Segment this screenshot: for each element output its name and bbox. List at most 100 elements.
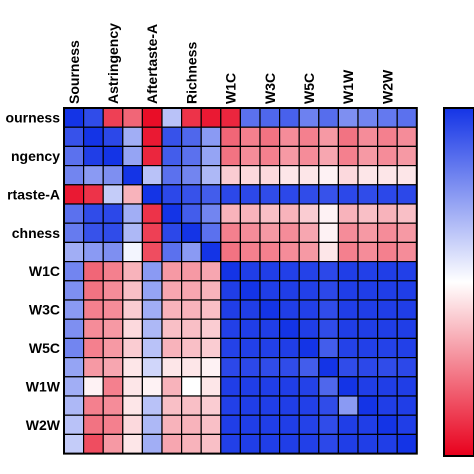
heatmap-cell xyxy=(377,299,398,320)
heatmap-cell xyxy=(220,280,242,301)
heatmap-cell xyxy=(161,280,183,301)
heatmap-cell xyxy=(279,280,300,301)
heatmap-cell xyxy=(396,395,418,416)
heatmap-cell xyxy=(377,261,398,282)
heatmap-cell xyxy=(377,241,398,263)
heatmap-cell xyxy=(377,414,398,436)
heatmap-cell xyxy=(377,184,398,205)
heatmap-cell xyxy=(259,395,281,416)
heatmap-cell xyxy=(200,299,222,320)
y-tick-label: W5C xyxy=(29,340,60,356)
heatmap-cell xyxy=(82,357,104,378)
heatmap-cell xyxy=(239,184,261,205)
heatmap-cell xyxy=(141,145,163,167)
heatmap-cell xyxy=(200,203,222,224)
heatmap-cell xyxy=(181,222,202,243)
heatmap-cell xyxy=(63,222,85,243)
y-tick-label: rtaste-A xyxy=(7,186,60,202)
heatmap-cell xyxy=(82,203,104,224)
heatmap-cell xyxy=(357,184,379,205)
heatmap-cell xyxy=(181,203,202,224)
heatmap-cell xyxy=(122,145,144,167)
heatmap-cell xyxy=(259,107,281,128)
heatmap-cell xyxy=(396,107,418,128)
heatmap-cell xyxy=(239,299,261,320)
heatmap-cell xyxy=(318,318,339,340)
heatmap-cell xyxy=(181,280,202,301)
x-tick-label: W5C xyxy=(301,73,317,104)
heatmap-cell xyxy=(200,165,222,186)
heatmap-cell xyxy=(82,107,104,128)
heatmap-cell xyxy=(220,222,242,243)
heatmap-cell xyxy=(259,165,281,186)
heatmap-cell xyxy=(181,126,202,147)
heatmap-cell xyxy=(337,145,359,167)
heatmap-cell xyxy=(82,433,104,455)
heatmap-cell xyxy=(200,395,222,416)
heatmap-cell xyxy=(220,261,242,282)
heatmap-cell xyxy=(298,241,320,263)
heatmap-cell xyxy=(161,261,183,282)
heatmap-cell xyxy=(259,145,281,167)
heatmap-cell xyxy=(161,203,183,224)
heatmap-cell xyxy=(298,357,320,378)
heatmap-cell xyxy=(161,126,183,147)
heatmap-cell xyxy=(298,337,320,359)
heatmap-cell xyxy=(396,145,418,167)
heatmap-cell xyxy=(122,433,144,455)
heatmap-cell xyxy=(396,299,418,320)
heatmap-cell xyxy=(259,184,281,205)
heatmap-cell xyxy=(239,433,261,455)
heatmap-cell xyxy=(161,414,183,436)
x-axis-labels: Sourness Astringency Aftertaste-A Richness W… xyxy=(66,23,396,104)
heatmap-cell xyxy=(298,414,320,436)
heatmap-cell xyxy=(220,241,242,263)
heatmap-cell xyxy=(102,126,124,147)
heatmap-cell xyxy=(259,222,281,243)
heatmap-cell xyxy=(279,203,300,224)
heatmap-cell xyxy=(141,261,163,282)
heatmap-cell xyxy=(161,145,183,167)
heatmap-cell xyxy=(337,414,359,436)
heatmap-cell xyxy=(396,203,418,224)
heatmap-cell xyxy=(396,184,418,205)
heatmap-cell xyxy=(318,241,339,263)
heatmap-cell xyxy=(82,222,104,243)
heatmap-cell xyxy=(396,241,418,263)
heatmap-cell xyxy=(63,395,85,416)
heatmap-cell xyxy=(279,414,300,436)
heatmap-cell xyxy=(239,203,261,224)
heatmap-cell xyxy=(357,433,379,455)
heatmap-cell xyxy=(82,184,104,205)
heatmap-cell xyxy=(259,299,281,320)
heatmap-cell xyxy=(161,165,183,186)
heatmap-cell xyxy=(141,126,163,147)
heatmap-cell xyxy=(122,395,144,416)
heatmap-cell xyxy=(239,337,261,359)
heatmap-cell xyxy=(396,318,418,340)
heatmap-cell xyxy=(220,203,242,224)
y-tick-label: chness xyxy=(12,225,60,241)
heatmap-cell xyxy=(259,241,281,263)
heatmap-cell xyxy=(337,318,359,340)
heatmap-cell xyxy=(259,376,281,397)
heatmap-cell xyxy=(63,318,85,340)
heatmap-cell xyxy=(377,107,398,128)
heatmap-cell xyxy=(259,337,281,359)
heatmap-cell xyxy=(200,222,222,243)
heatmap-cell xyxy=(239,376,261,397)
heatmap-cell xyxy=(357,299,379,320)
heatmap-cell xyxy=(239,222,261,243)
heatmap-cell xyxy=(102,203,124,224)
heatmap-cell xyxy=(220,357,242,378)
heatmap-cell xyxy=(200,433,222,455)
heatmap-cell xyxy=(259,357,281,378)
heatmap-cell xyxy=(259,261,281,282)
heatmap-cell xyxy=(220,165,242,186)
heatmap-cell xyxy=(102,165,124,186)
heatmap-cell xyxy=(396,433,418,455)
heatmap-cell xyxy=(63,165,85,186)
heatmap-cell xyxy=(318,357,339,378)
heatmap-cell xyxy=(318,280,339,301)
